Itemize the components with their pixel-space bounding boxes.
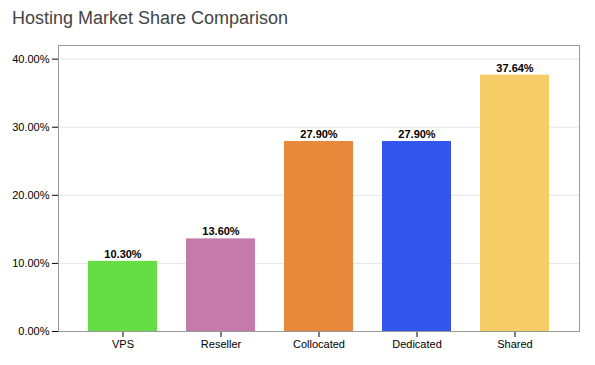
svg-text:VPS: VPS xyxy=(112,338,134,350)
svg-text:27.90%: 27.90% xyxy=(398,128,436,140)
html-text:Hosting Market Share Compariso: Hosting Market Share Comparison xyxy=(12,8,289,28)
svg-text:40.00%: 40.00% xyxy=(12,53,50,65)
svg-text:13.60%: 13.60% xyxy=(202,225,240,237)
svg-text:27.90%: 27.90% xyxy=(300,128,338,140)
svg-text:Shared: Shared xyxy=(497,338,532,350)
svg-text:Collocated: Collocated xyxy=(293,338,345,350)
svg-text:20.00%: 20.00% xyxy=(12,189,50,201)
svg-text:Reseller: Reseller xyxy=(201,338,242,350)
svg-text:30.00%: 30.00% xyxy=(12,121,50,133)
svg-text:37.64%: 37.64% xyxy=(496,62,534,74)
svg-text:0.00%: 0.00% xyxy=(18,325,49,337)
svg-text:Dedicated: Dedicated xyxy=(392,338,442,350)
svg-text:10.30%: 10.30% xyxy=(104,248,142,260)
svg-text:10.00%: 10.00% xyxy=(12,257,50,269)
